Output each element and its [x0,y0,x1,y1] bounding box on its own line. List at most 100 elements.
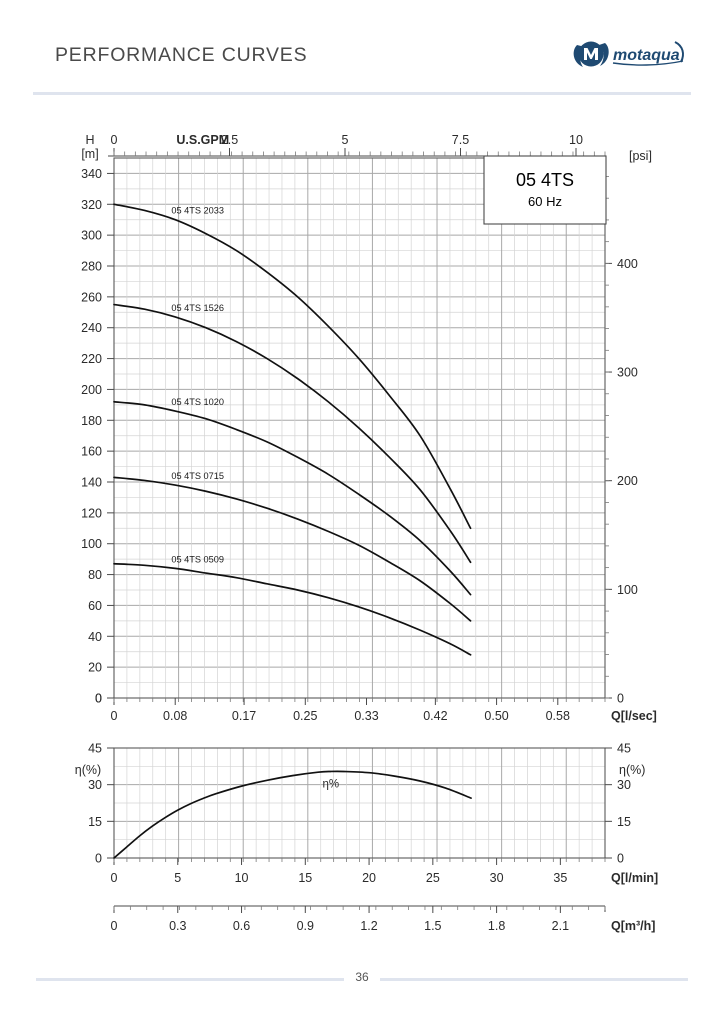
efficiency-curve: η% [113,770,472,859]
header-divider [33,92,691,95]
left-axis-tick-label: 40 [88,630,102,644]
axis-labels: 0 2.5 5 7.5 10U.S.GPMH[m]0204060801001201401… [75,133,658,933]
bottom-axis-tick-label: 0.25 [293,709,317,723]
curve-path-4 [113,562,472,656]
left-axis-title-unit: [m] [81,147,98,161]
right-axis-tick-label: 100 [617,583,638,597]
eff-bottom-axis-title: Q[l/min] [611,871,658,885]
head-curve: 05 4TS 1020 [113,397,472,596]
eff-bottom-tick-label: 5 [174,871,181,885]
eff-bottom-tick-label: 35 [553,871,567,885]
efficiency-curve-label: η% [322,778,339,790]
efficiency-plot-grid [113,747,606,859]
m3h-tick-label: 0.3 [169,919,186,933]
motaqua-logo: motaqua [573,41,684,67]
right-axis-tick-label: 300 [617,366,638,380]
m3h-tick-label: 1.8 [488,919,505,933]
bottom-axis-tick-label: 0.58 [546,709,570,723]
left-axis-tick-label: 140 [81,476,102,490]
m3h-tick-label: 0 [111,919,118,933]
right-axis-tick-label: 400 [617,257,638,271]
curve-path-1 [113,303,472,564]
logo-wordmark: motaqua [613,47,680,64]
footer-divider-left [36,978,344,981]
left-axis-tick-label: 20 [88,661,102,675]
left-axis-tick-label: 300 [81,229,102,243]
top-axis-title: U.S.GPM [176,133,229,147]
legend-model-label: 05 4TS [516,170,574,190]
eff-bottom-tick-label: 10 [235,871,249,885]
head-curve: 05 4TS 2033 [113,203,472,530]
eff-bottom-tick-label: 25 [426,871,440,885]
curve-label-0: 05 4TS 2033 [171,206,224,216]
page-title: PERFORMANCE CURVES [55,44,308,66]
m3h-tick-label: 1.5 [424,919,441,933]
eff-bottom-tick-label: 15 [298,871,312,885]
footer-divider-right [380,978,688,981]
bottom-axis-tick-label: 0 [111,709,118,723]
left-axis-tick-label: 220 [81,352,102,366]
curve-path-0 [113,203,472,530]
left-axis-tick-label: 160 [81,445,102,459]
page-number: 36 [355,970,369,984]
bottom-axis-tick-label: 0.17 [232,709,256,723]
efficiency-curve-path [113,770,472,859]
bottom-axis-tick-label: 0.08 [163,709,187,723]
left-axis-zero-label: 0 [95,692,102,706]
m3h-tick-label: 0.6 [233,919,250,933]
eff-left-axis-title: η(%) [75,763,101,777]
eff-bottom-tick-label: 20 [362,871,376,885]
eff-right-tick-label: 15 [617,815,631,829]
head-curves: 05 4TS 2033 05 4TS 1526 05 4TS 1020 05 4TS … [113,203,472,656]
left-axis-title-h: H [85,133,94,147]
eff-right-tick-label: 30 [617,778,631,792]
performance-chart: 05 4TS 2033 05 4TS 1526 05 4TS 1020 05 4TS … [0,96,724,946]
curve-label-4: 05 4TS 0509 [171,554,224,564]
bottom-axis-title-lsec: Q[l/sec] [611,709,657,723]
legend-box: 05 4TS 60 Hz [483,155,607,225]
left-axis-tick-label: 120 [81,506,102,520]
curve-path-3 [113,476,472,622]
bottom-axis-tick-label: 0.33 [354,709,378,723]
left-axis-tick-label: 0 [95,692,102,706]
left-axis-tick-label: 180 [81,414,102,428]
bottom-axis-tick-label: 0.42 [423,709,447,723]
head-curve: 05 4TS 1526 [113,303,472,564]
eff-left-tick-label: 15 [88,815,102,829]
eff-right-tick-label: 45 [617,742,631,756]
top-axis-tick-label: 5 [342,133,349,147]
top-axis-tick-label: 7.5 [452,133,469,147]
eff-left-tick-label: 30 [88,778,102,792]
head-curve: 05 4TS 0509 [113,554,472,656]
eff-right-axis-title: η(%) [619,763,645,777]
page-header: PERFORMANCE CURVES motaqua [0,0,724,96]
axis-ticks [107,148,612,913]
curve-path-2 [113,400,472,596]
left-axis-tick-label: 200 [81,383,102,397]
left-axis-tick-label: 260 [81,290,102,304]
curve-label-3: 05 4TS 0715 [171,471,224,481]
legend-box-frame [483,155,607,225]
m3h-axis-title: Q[m³/h] [611,919,655,933]
eff-right-tick-label: 0 [617,852,624,866]
left-axis-tick-label: 60 [88,599,102,613]
head-curve: 05 4TS 0715 [113,471,472,622]
top-axis-tick-label: 2.5 [221,133,238,147]
curve-label-1: 05 4TS 1526 [171,303,224,313]
top-axis-tick-label: 10 [569,133,583,147]
eff-left-tick-label: 0 [95,852,102,866]
top-axis-tick-label: 0 [111,133,118,147]
eff-bottom-tick-label: 0 [111,871,118,885]
main-plot-grid [113,157,606,699]
m3h-tick-label: 2.1 [552,919,569,933]
left-axis-tick-label: 240 [81,321,102,335]
left-axis-tick-label: 340 [81,167,102,181]
eff-left-tick-label: 45 [88,742,102,756]
left-axis-tick-label: 100 [81,537,102,551]
eff-bottom-tick-label: 30 [490,871,504,885]
m3h-tick-label: 0.9 [297,919,314,933]
curve-label-2: 05 4TS 1020 [171,397,224,407]
right-axis-title-psi: [psi] [629,149,652,163]
